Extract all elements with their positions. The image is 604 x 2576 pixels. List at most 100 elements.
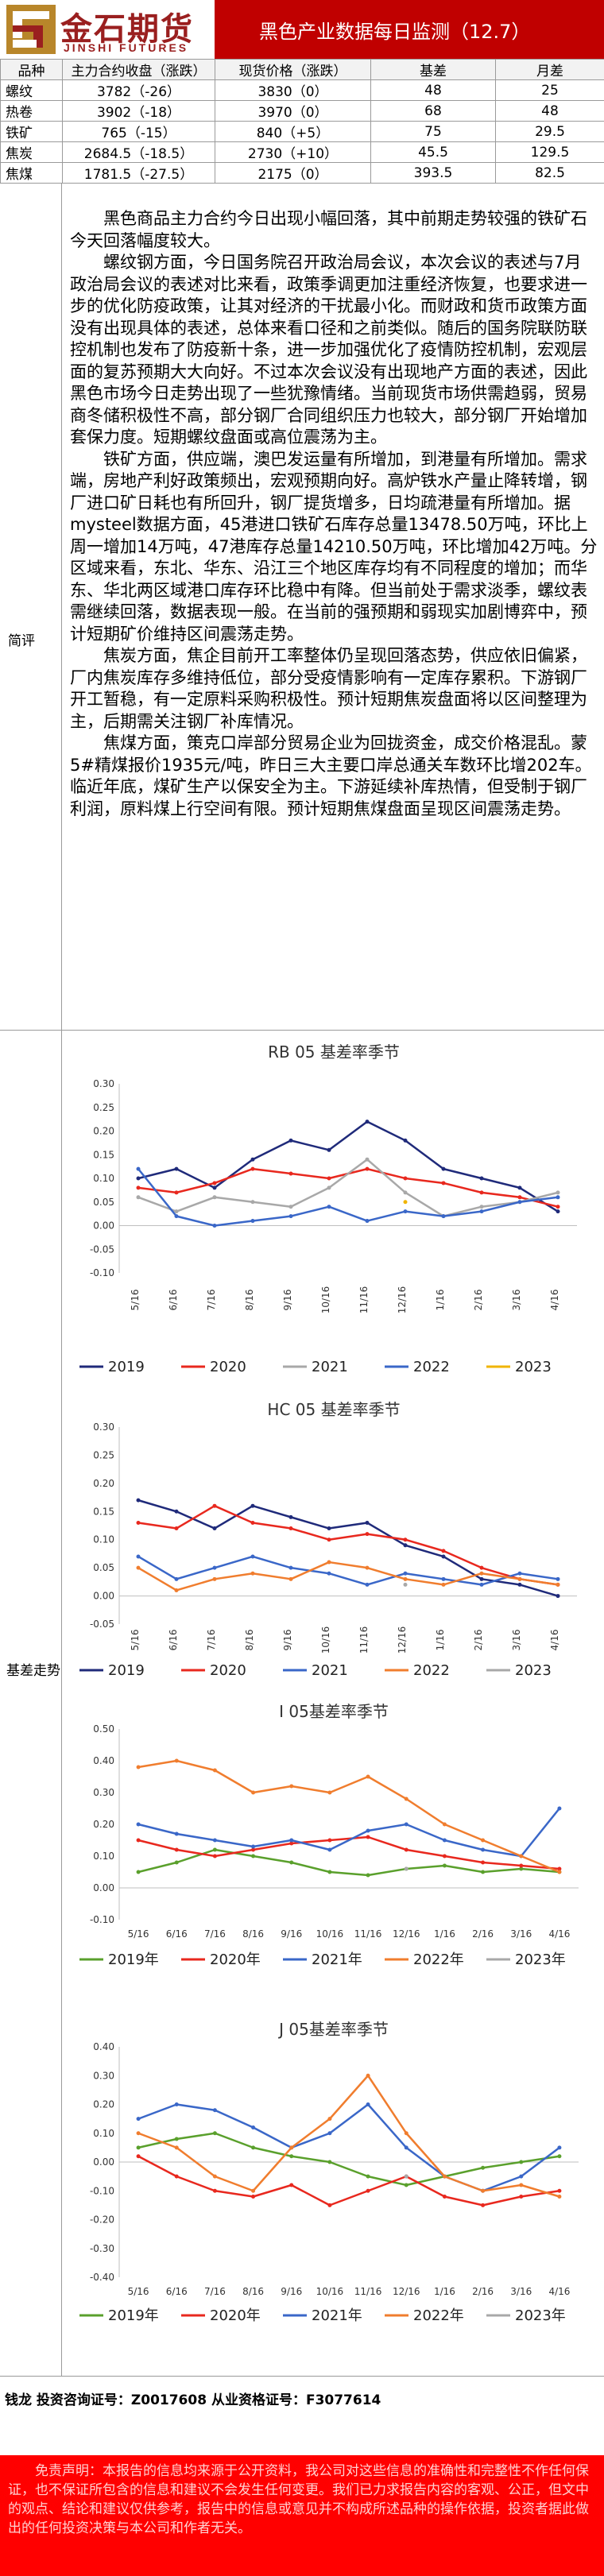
data-point bbox=[517, 1576, 522, 1581]
company-logo: 金石期货 JINSHI FUTURES bbox=[0, 0, 215, 59]
data-point bbox=[517, 1186, 522, 1190]
y-tick-label: -0.30 bbox=[90, 2243, 114, 2254]
commentary-label-cell: 简评 bbox=[0, 183, 62, 1030]
x-tick-label: 4/16 bbox=[549, 1290, 560, 1311]
report-title: 黑色产业数据每日监测（12.7） bbox=[259, 21, 531, 43]
x-tick-label: 1/16 bbox=[435, 1630, 446, 1651]
data-point bbox=[174, 1509, 179, 1514]
disclaimer-box: 免责声明：本报告的信息均来源于公开资料，我公司对这些信息的准确性和完整性不作任何… bbox=[0, 2455, 604, 2576]
data-point bbox=[136, 2117, 141, 2122]
x-tick-label: 4/16 bbox=[548, 2286, 570, 2297]
data-point bbox=[212, 1526, 217, 1531]
author-credentials: 钱龙 投资咨询证号：Z0017608 从业资格证号：F3077614 bbox=[5, 2392, 381, 2408]
commentary-paragraph: 焦炭方面，焦企目前开工率整体仍呈现回落态势，供应依旧偏紧，厂内焦炭库存多维持低位… bbox=[70, 646, 587, 731]
y-tick-label: 0.00 bbox=[93, 2156, 114, 2168]
data-point bbox=[442, 1822, 447, 1827]
table-cell: 1781.5（-27.5） bbox=[62, 162, 215, 184]
data-point bbox=[327, 2160, 332, 2164]
data-point bbox=[442, 1863, 447, 1868]
chart-plot: -0.05 0.00 0.05 0.10 0.15 0.20 0.25 0.30 5/16 6/1… bbox=[79, 1421, 577, 1679]
data-point bbox=[403, 1537, 408, 1542]
series-path bbox=[137, 2132, 560, 2187]
y-tick-label: 0.10 bbox=[93, 1173, 114, 1184]
chart-plot: -0.10 0.00 0.10 0.20 0.30 0.40 0.50 5/16 6/16 7/1… bbox=[79, 1723, 579, 1968]
legend-label: 2022 bbox=[413, 1662, 450, 1679]
data-point bbox=[288, 1576, 293, 1581]
x-tick-label: 2/16 bbox=[473, 1630, 484, 1651]
data-point bbox=[441, 1181, 446, 1186]
data-point bbox=[136, 1498, 141, 1503]
hc-basis-chart: HC 05 基差率季节 -0.05 0.00 0.05 0.10 0.15 0.20 0.2… bbox=[73, 1395, 594, 1689]
legend-label: 2019年 bbox=[108, 2307, 159, 2324]
x-tick-label: 3/16 bbox=[510, 1928, 532, 1940]
data-point bbox=[251, 1790, 256, 1795]
x-tick-label: 1/16 bbox=[434, 1928, 455, 1940]
data-point bbox=[441, 1166, 446, 1171]
chart-plot: -0.10 -0.05 0.00 0.05 0.10 0.15 0.20 0.25 0.30 5/… bbox=[79, 1078, 577, 1375]
data-point bbox=[327, 2117, 332, 2122]
data-point bbox=[441, 1582, 446, 1587]
data-point bbox=[365, 1532, 370, 1537]
series-path bbox=[137, 1120, 559, 1213]
data-point bbox=[289, 2154, 294, 2159]
data-point bbox=[136, 1195, 141, 1200]
data-point bbox=[136, 1520, 141, 1525]
x-tick-label: 12/16 bbox=[397, 1286, 408, 1314]
x-tick-label: 5/16 bbox=[130, 1630, 141, 1651]
series-path bbox=[137, 1499, 559, 1597]
y-tick-label: 0.30 bbox=[93, 1421, 114, 1433]
data-point bbox=[289, 1784, 294, 1789]
y-tick-label: 0.10 bbox=[93, 2128, 114, 2139]
data-point bbox=[441, 1214, 446, 1219]
data-point bbox=[174, 1831, 179, 1836]
data-point bbox=[556, 1195, 560, 1200]
table-cell: 48 bbox=[370, 79, 496, 101]
column-header-spot-price: 现货价格（涨跌） bbox=[215, 59, 371, 80]
data-point bbox=[174, 2145, 179, 2150]
table-cell: 3902（-18） bbox=[62, 100, 215, 122]
y-tick-label: 0.15 bbox=[93, 1149, 114, 1160]
data-point bbox=[403, 1576, 408, 1581]
series-line-3 bbox=[136, 1758, 562, 1874]
coke-basis-chart: J 05基差率季节 -0.40 -0.30 -0.20 -0.10 0.00 0.10 0.… bbox=[73, 2015, 594, 2365]
data-point bbox=[557, 2195, 562, 2199]
data-point bbox=[365, 1219, 370, 1224]
y-tick-label: 0.00 bbox=[93, 1882, 114, 1893]
series-line-4 bbox=[403, 1582, 408, 1587]
x-tick-label: 4/16 bbox=[549, 1630, 560, 1651]
data-point bbox=[327, 1176, 331, 1181]
table-cell: 48 bbox=[495, 100, 604, 122]
report-header: 金石期货 JINSHI FUTURES 黑色产业数据每日监测（12.7） bbox=[0, 0, 604, 59]
table-cell: 75 bbox=[370, 121, 496, 142]
table-cell: 热卷 bbox=[0, 100, 63, 122]
x-tick-label: 6/16 bbox=[168, 1630, 179, 1651]
data-point bbox=[365, 1120, 370, 1124]
series-path bbox=[137, 1504, 559, 1586]
legend-label: 2019 bbox=[108, 1359, 145, 1375]
table-cell: 840（+5） bbox=[215, 121, 371, 142]
data-point bbox=[289, 1838, 294, 1843]
data-point bbox=[479, 1565, 484, 1570]
data-point bbox=[136, 2131, 141, 2136]
section-divider bbox=[0, 2376, 604, 2377]
data-point bbox=[250, 1571, 255, 1576]
data-point bbox=[479, 1176, 484, 1181]
y-tick-label: 0.30 bbox=[93, 2070, 114, 2081]
data-point bbox=[288, 1565, 293, 1570]
x-tick-label: 8/16 bbox=[242, 1928, 264, 1940]
x-tick-label: 4/16 bbox=[548, 1928, 570, 1940]
x-tick-label: 12/16 bbox=[393, 2286, 420, 2297]
series-line-0 bbox=[136, 1120, 560, 1214]
y-tick-label: 0.50 bbox=[93, 1723, 114, 1735]
data-point bbox=[327, 1147, 331, 1152]
legend-label: 2021年 bbox=[312, 2307, 362, 2324]
data-point bbox=[212, 1847, 217, 1852]
x-tick-label: 9/16 bbox=[281, 1928, 302, 1940]
table-cell: 765（-15） bbox=[62, 121, 215, 142]
y-tick-label: -0.10 bbox=[90, 1267, 114, 1278]
data-point bbox=[251, 2145, 256, 2150]
data-point bbox=[481, 2188, 486, 2193]
x-tick-label: 12/16 bbox=[393, 1928, 420, 1940]
table-row: 螺纹 3782（-26） 3830（0） 48 25 bbox=[0, 79, 604, 101]
data-point bbox=[136, 1176, 141, 1181]
